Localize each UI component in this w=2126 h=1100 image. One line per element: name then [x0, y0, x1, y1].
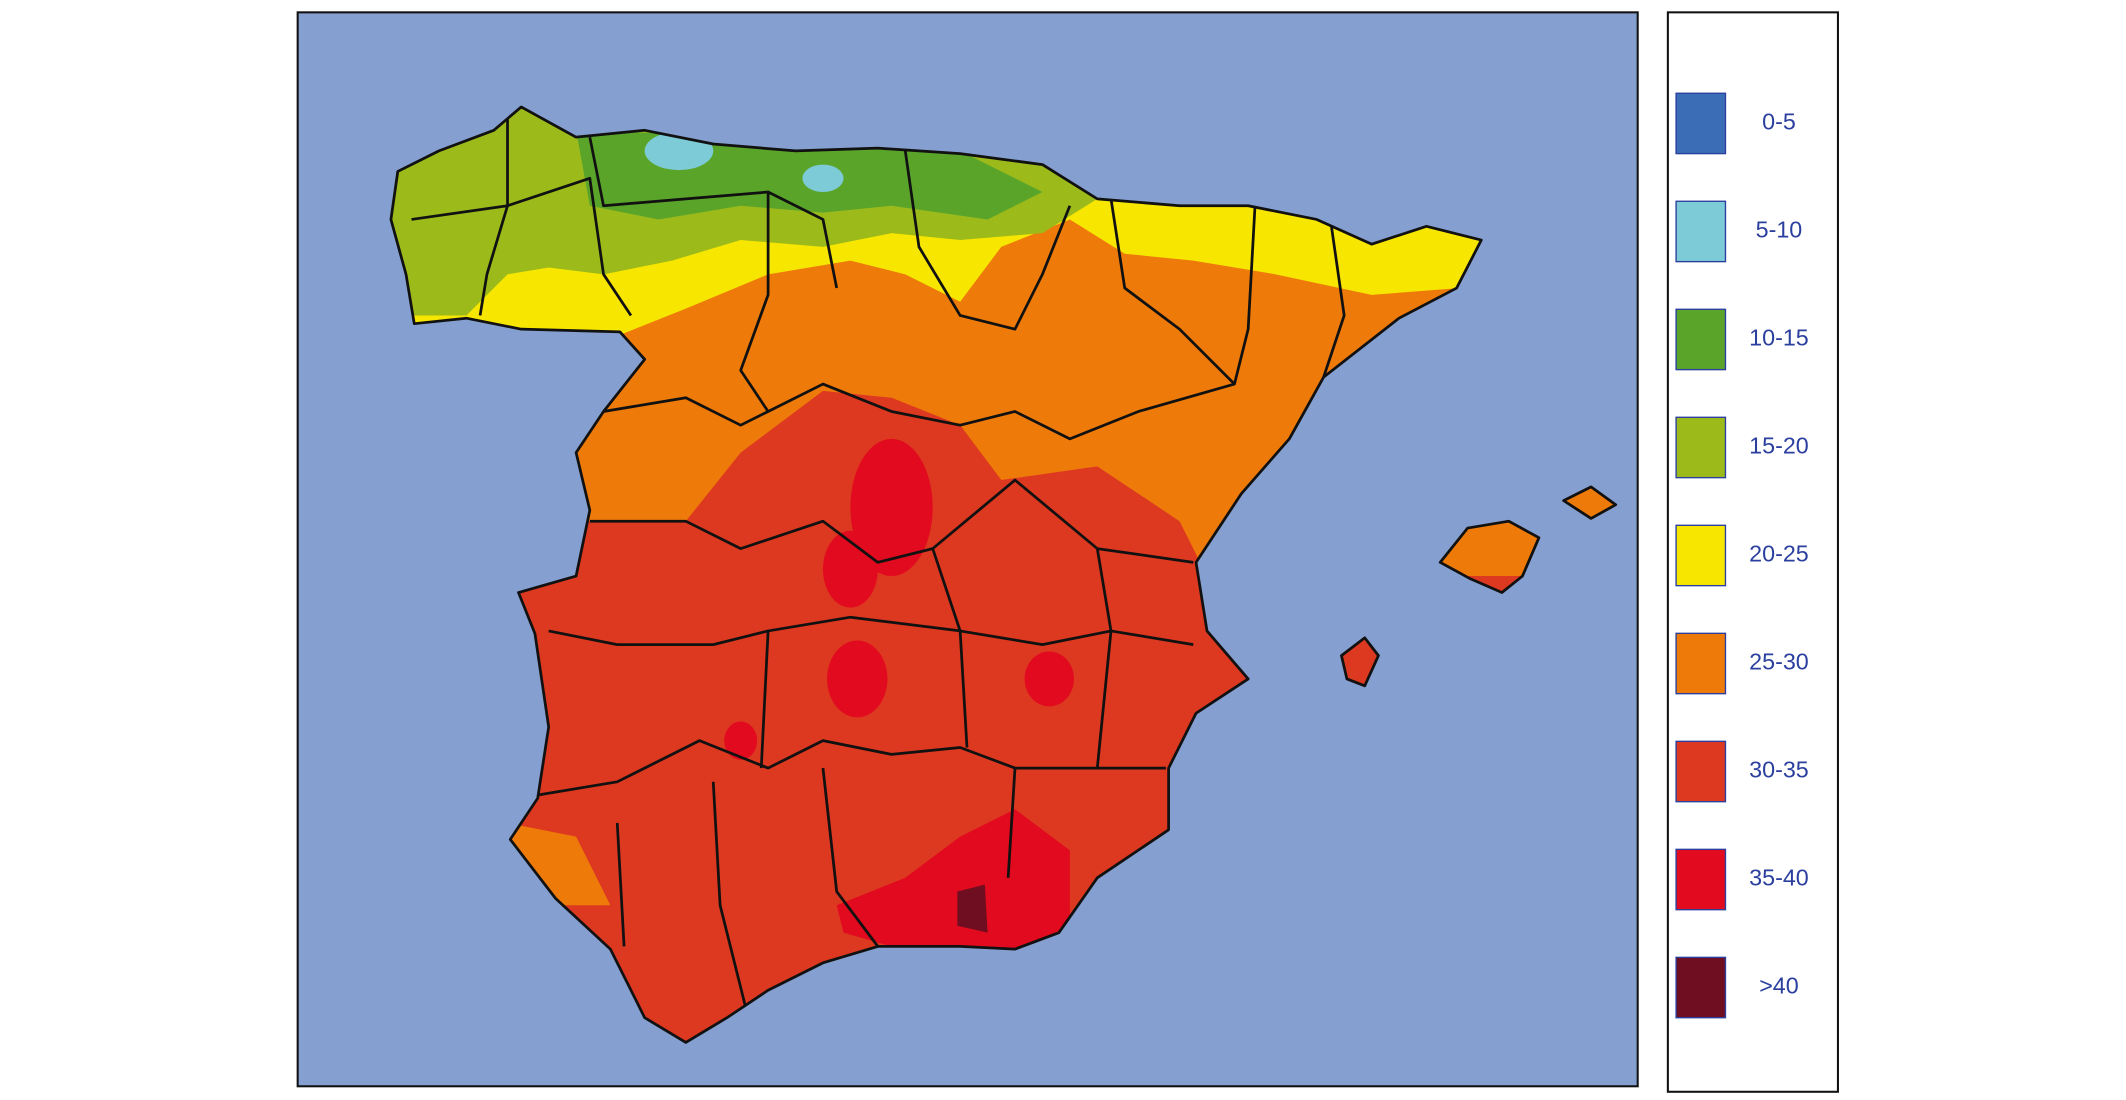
legend-label: 10-15 — [1749, 325, 1809, 351]
legend-label: 15-20 — [1749, 433, 1809, 459]
legend-label: 25-30 — [1749, 649, 1809, 675]
legend-swatch — [1675, 848, 1727, 911]
zone-35-40 — [1024, 651, 1074, 707]
legend-swatch — [1675, 524, 1727, 587]
zone-35-40 — [822, 530, 878, 608]
zone-5-10 — [802, 164, 844, 193]
legend-label: 35-40 — [1749, 865, 1809, 891]
legend-label: >40 — [1759, 973, 1799, 999]
legend-swatch — [1675, 740, 1727, 803]
province-borders — [389, 105, 1618, 1044]
legend-label: 5-10 — [1756, 217, 1803, 243]
legend-swatch — [1675, 956, 1727, 1019]
zone-35-40 — [850, 438, 933, 577]
legend: 0-5 5-10 10-15 15-20 20-25 25-30 30-35 35-40 >40 — [1675, 92, 1809, 1019]
zone-35-40 — [827, 640, 888, 718]
legend-swatch — [1675, 92, 1727, 155]
zone-over-40 — [957, 884, 988, 933]
legend-swatch — [1675, 416, 1727, 479]
legend-label: 0-5 — [1762, 109, 1796, 135]
zone-35-40 — [724, 721, 758, 760]
legend-label: 20-25 — [1749, 541, 1809, 567]
legend-swatch — [1675, 308, 1727, 371]
legend-label: 30-35 — [1749, 757, 1809, 783]
legend-swatch — [1675, 200, 1727, 263]
legend-swatch — [1675, 632, 1727, 695]
